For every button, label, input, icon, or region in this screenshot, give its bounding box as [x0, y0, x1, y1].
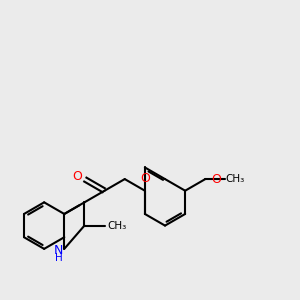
Text: O: O: [211, 172, 221, 186]
Text: CH₃: CH₃: [107, 220, 126, 231]
Text: N: N: [54, 244, 63, 257]
Text: O: O: [140, 172, 150, 185]
Text: CH₃: CH₃: [225, 174, 245, 184]
Text: O: O: [72, 170, 82, 183]
Text: H: H: [55, 253, 62, 262]
